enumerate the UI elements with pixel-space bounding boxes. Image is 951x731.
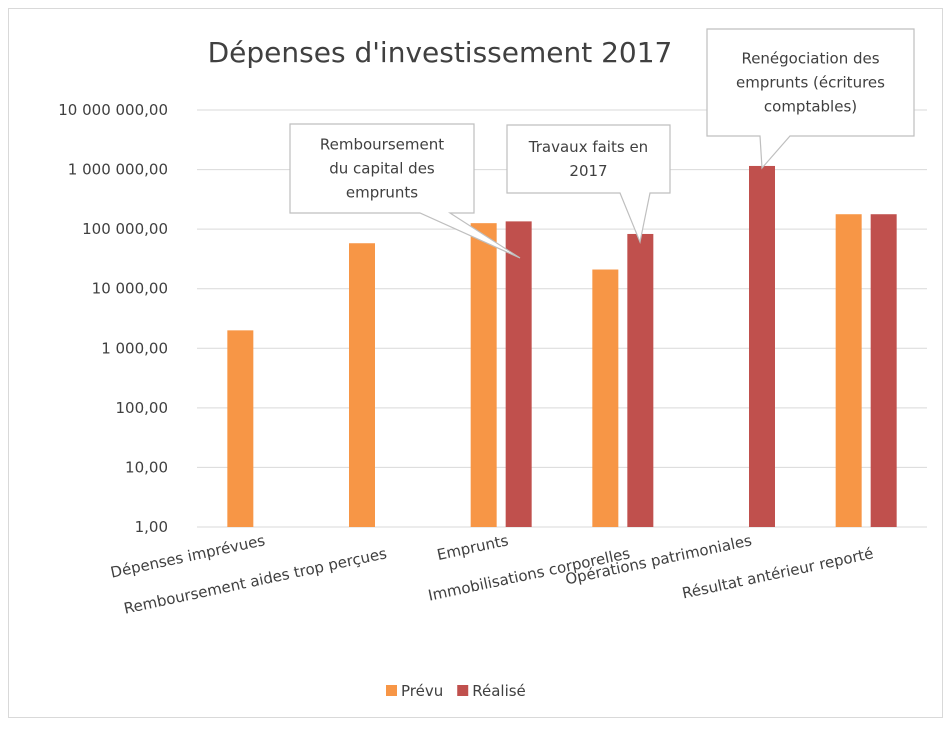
- callouts: Remboursement du capital des emprunts Trava…: [289, 28, 915, 259]
- bar: [627, 233, 654, 527]
- callout-box: [706, 28, 915, 170]
- bar: [835, 214, 862, 527]
- annotation-text: 2017: [569, 162, 607, 180]
- annotation-text: emprunts (écritures: [736, 74, 885, 92]
- bar: [470, 223, 497, 527]
- bar: [227, 330, 254, 527]
- bar: [592, 269, 619, 527]
- y-tick-label: 1 000,00: [101, 339, 168, 357]
- y-tick-label: 10,00: [125, 458, 168, 476]
- y-tick-label: 1 000 000,00: [68, 161, 168, 179]
- y-tick-label: 100 000,00: [82, 220, 168, 238]
- annotation-text: comptables): [764, 98, 857, 116]
- y-tick-label: 10 000 000,00: [58, 101, 168, 119]
- legend-label: Prévu: [401, 682, 443, 700]
- chart-title: Dépenses d'investissement 2017: [208, 36, 673, 69]
- bar: [870, 214, 897, 527]
- annotation-text: Renégociation des: [741, 50, 879, 68]
- y-tick-label: 10 000,00: [92, 280, 168, 298]
- annotation-text: Travaux faits en: [528, 138, 648, 156]
- bar: [349, 243, 375, 528]
- annotation-text: du capital des: [329, 160, 435, 178]
- callout-box: [289, 123, 521, 259]
- annotation-text: emprunts: [346, 184, 418, 202]
- y-tick-label: 1,00: [135, 518, 168, 536]
- annotation-text: Remboursement: [320, 136, 444, 154]
- legend-label: Réalisé: [472, 682, 526, 700]
- legend-swatch: [386, 685, 397, 696]
- legend-swatch: [457, 685, 469, 696]
- bar: [749, 165, 775, 527]
- bar: [505, 221, 532, 527]
- callout-box: [506, 124, 671, 245]
- y-tick-label: 100,00: [116, 399, 169, 417]
